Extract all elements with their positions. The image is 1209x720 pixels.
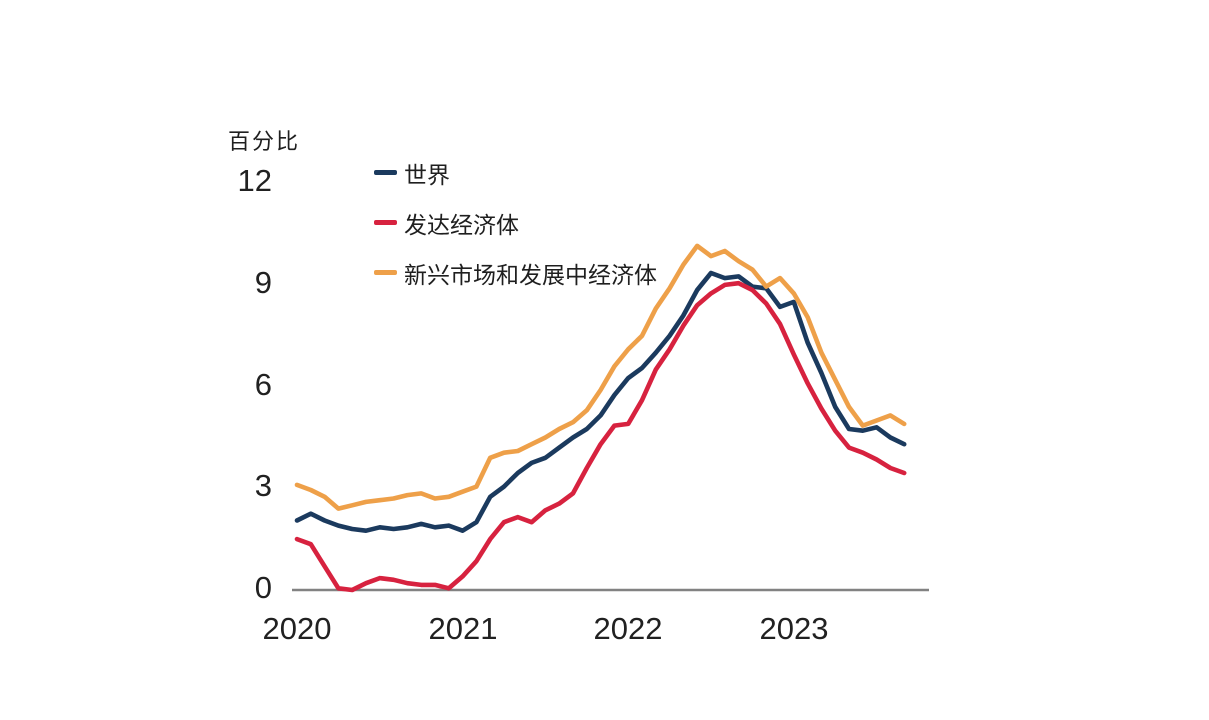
y-tick-label: 0 — [254, 570, 272, 605]
legend-item-advanced-economies: 发达经济体 — [374, 206, 657, 239]
x-tick-label: 2023 — [759, 611, 829, 646]
y-tick-label: 3 — [254, 468, 272, 503]
y-axis-title: 百分比 — [228, 129, 301, 154]
advanced-economies-series-swatch — [374, 220, 397, 225]
legend-item-world: 世界 — [374, 156, 657, 189]
x-tick-label: 2021 — [428, 611, 498, 646]
series-line-2 — [294, 243, 907, 511]
legend-label-advanced-economies: 发达经济体 — [404, 211, 519, 238]
y-tick-label: 12 — [237, 163, 272, 198]
legend-label-world: 世界 — [404, 161, 450, 188]
series-line-1 — [294, 280, 907, 593]
chart-legend: 世界 发达经济体 新兴市场和发展中经济体 — [374, 156, 657, 289]
emerging-developing-series-swatch — [374, 270, 397, 275]
y-tick-label: 6 — [254, 367, 272, 402]
x-tick-label: 2020 — [262, 611, 332, 646]
legend-label-emerging-developing: 新兴市场和发展中经济体 — [404, 261, 657, 288]
x-tick-label: 2022 — [593, 611, 663, 646]
world-series-swatch — [374, 170, 397, 175]
legend-item-emerging-developing: 新兴市场和发展中经济体 — [374, 256, 657, 289]
series-line-0 — [294, 270, 907, 534]
y-tick-label: 9 — [254, 265, 272, 300]
